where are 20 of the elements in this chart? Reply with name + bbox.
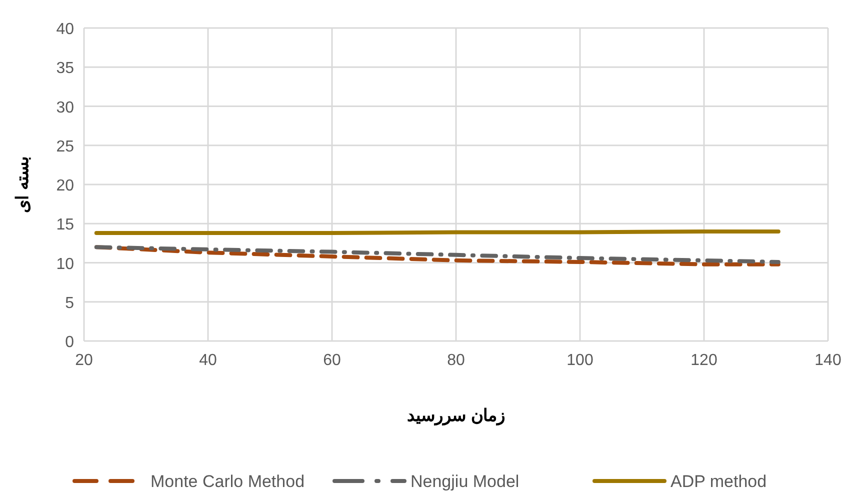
x-tick-label: 40 <box>199 352 217 369</box>
y-tick-label: 40 <box>56 21 74 38</box>
y-tick-label: 25 <box>56 138 74 156</box>
x-tick-label: 80 <box>447 352 465 369</box>
x-tick-label: 100 <box>566 352 594 369</box>
legend-label: ADP method <box>670 472 767 491</box>
y-axis-title: بسته ای <box>13 156 32 213</box>
x-tick-label: 120 <box>690 352 718 369</box>
y-tick-label: 20 <box>56 178 74 194</box>
legend-label: Monte Carlo Method <box>150 472 305 491</box>
x-axis-title: زمان سررسید <box>407 406 505 426</box>
y-tick-label: 15 <box>56 216 74 234</box>
x-tick-label: 140 <box>814 352 842 369</box>
y-tick-label: 10 <box>56 256 74 273</box>
y-tick-label: 0 <box>65 334 74 351</box>
legend-label: Nengjiu Model <box>410 472 520 491</box>
x-tick-label: 60 <box>323 352 341 369</box>
y-tick-label: 30 <box>56 99 74 116</box>
y-tick-label: 35 <box>56 60 74 78</box>
y-tick-label: 5 <box>65 294 74 312</box>
